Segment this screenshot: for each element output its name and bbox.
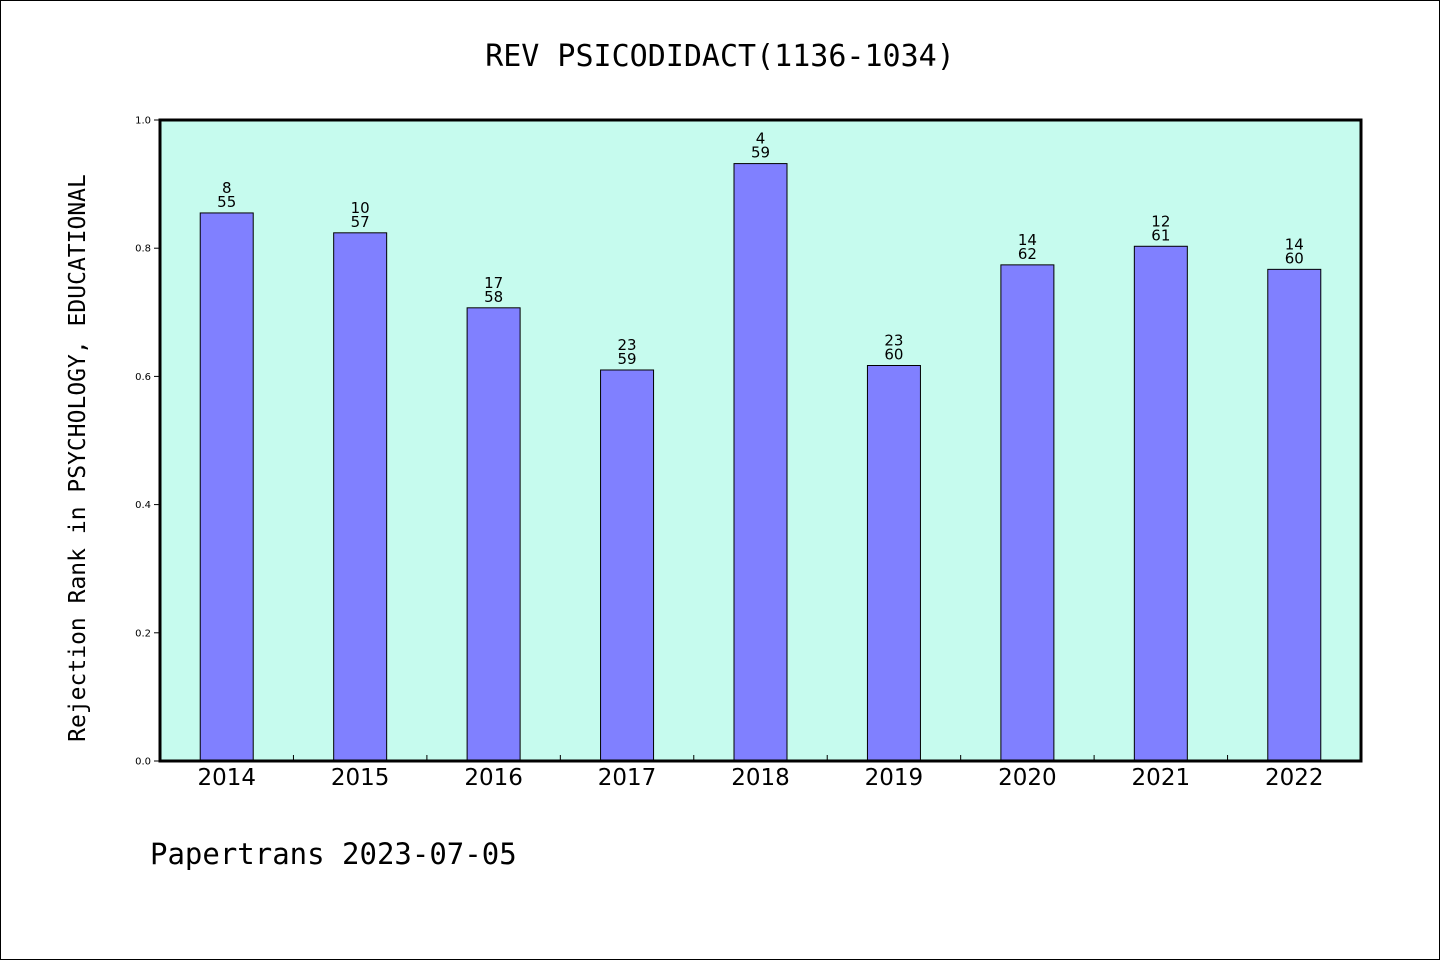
bar-rank-label: 4: [756, 130, 766, 148]
x-tick-label: 2021: [1132, 765, 1191, 791]
y-tick-label: 0.4: [135, 500, 151, 511]
bar-total-label: 57: [351, 213, 370, 231]
bar-2021: [1133, 245, 1188, 762]
bar-total-label: 61: [1151, 226, 1170, 244]
y-tick-label: 0.2: [135, 628, 151, 639]
bar-2019: [866, 365, 921, 762]
bar-total-label: 59: [618, 350, 637, 368]
y-tick-label: 0.0: [135, 757, 151, 768]
y-tick-label: 1.0: [135, 116, 151, 127]
x-tick-label: 2018: [731, 765, 790, 791]
bar-2018: [733, 163, 788, 762]
bar-rank-label: 17: [484, 274, 503, 292]
bar-total-label: 58: [484, 288, 503, 306]
bar-rank-label: 8: [222, 179, 232, 197]
bar-2020: [1000, 264, 1055, 762]
bar-2015: [333, 232, 388, 762]
bar-total-label: 55: [217, 193, 236, 211]
bar-2017: [600, 369, 655, 762]
bar-rank-label: 14: [1285, 235, 1304, 253]
x-tick-label: 2017: [598, 765, 657, 791]
bar-2014: [199, 212, 254, 762]
x-tick-label: 2014: [197, 765, 256, 791]
bar-rank-label: 10: [351, 199, 370, 217]
x-tick-label: 2015: [331, 765, 390, 791]
y-tick-label: 0.6: [135, 372, 151, 383]
y-tick-label: 0.8: [135, 244, 151, 255]
bar-rank-label: 12: [1151, 212, 1170, 230]
x-tick-label: 2020: [998, 765, 1057, 791]
chart-title: REV PSICODIDACT(1136-1034): [485, 39, 955, 74]
bar-2016: [466, 307, 521, 762]
bar-total-label: 59: [751, 144, 770, 162]
bar-total-label: 60: [884, 346, 903, 364]
bar-total-label: 62: [1018, 245, 1037, 263]
bar-rank-label: 14: [1018, 231, 1037, 249]
bar-rank-label: 23: [618, 336, 637, 354]
y-axis-label: Rejection Rank in PSYCHOLOGY, EDUCATIONA…: [65, 174, 91, 742]
x-tick-label: 2022: [1265, 765, 1324, 791]
x-tick-label: 2016: [464, 765, 523, 791]
bar-rank-label: 23: [884, 332, 903, 350]
x-tick-label: 2019: [865, 765, 924, 791]
y-axis: 0.0 0.2 0.4 0.6 0.8 1.0: [135, 116, 160, 768]
bar-2022: [1267, 268, 1322, 762]
plot-border: [158, 118, 1363, 763]
x-axis: 2014 2015 2016 2017 2018 2019 2020 2021 2022: [197, 755, 1324, 791]
bar-total-label: 60: [1285, 249, 1304, 267]
footer-credit: Papertrans 2023-07-05: [150, 837, 517, 871]
